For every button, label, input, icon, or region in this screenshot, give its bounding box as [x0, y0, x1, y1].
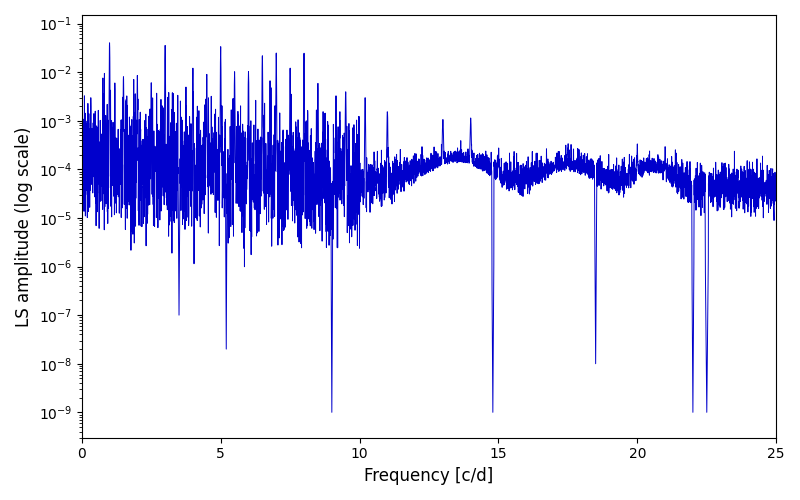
Y-axis label: LS amplitude (log scale): LS amplitude (log scale): [15, 126, 33, 326]
X-axis label: Frequency [c/d]: Frequency [c/d]: [364, 467, 494, 485]
